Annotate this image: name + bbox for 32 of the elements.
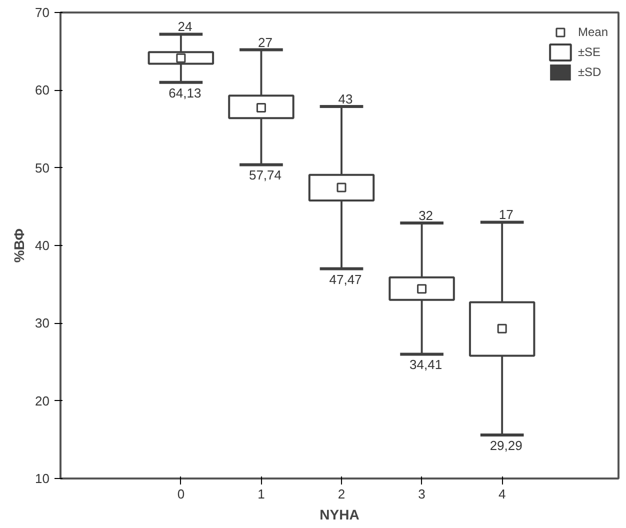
annotation: 27: [258, 34, 272, 50]
y-tick-label: 10: [35, 471, 50, 486]
annotation: 29,29: [490, 438, 522, 454]
y-tick-label: 30: [35, 316, 50, 331]
legend-label: Mean: [578, 25, 608, 39]
annotation: 17: [498, 207, 514, 222]
y-tick-label: 40: [35, 238, 50, 253]
x-tick-label: 3: [418, 486, 426, 502]
y-tick-label: 70: [35, 5, 50, 20]
y-tick-label: 20: [35, 393, 50, 408]
annotation: 32: [418, 208, 434, 223]
x-tick-label: 2: [338, 486, 346, 502]
x-tick-label: 0: [177, 486, 185, 502]
x-tick-label: 1: [258, 486, 265, 502]
point: [176, 53, 186, 63]
y-tick-label: 50: [35, 160, 50, 176]
point: [497, 324, 507, 334]
y-axis-title: %ВФ: [11, 228, 28, 263]
point: [417, 284, 427, 294]
annotation: 47,47: [329, 272, 362, 287]
annotation: 24: [178, 19, 192, 34]
legend-label: ±SE: [578, 45, 601, 59]
annotation: 57,74: [248, 168, 282, 183]
point: [336, 182, 346, 192]
x-axis-title: NYHA: [320, 506, 360, 522]
y-tick-label: 60: [35, 82, 50, 98]
x-tick-label: 4: [498, 486, 506, 502]
annotation: 34,41: [410, 357, 442, 372]
point: [256, 102, 266, 112]
legend-label: ±SD: [578, 65, 602, 79]
annotation: 43: [338, 91, 353, 106]
annotation: 64,13: [168, 85, 202, 100]
